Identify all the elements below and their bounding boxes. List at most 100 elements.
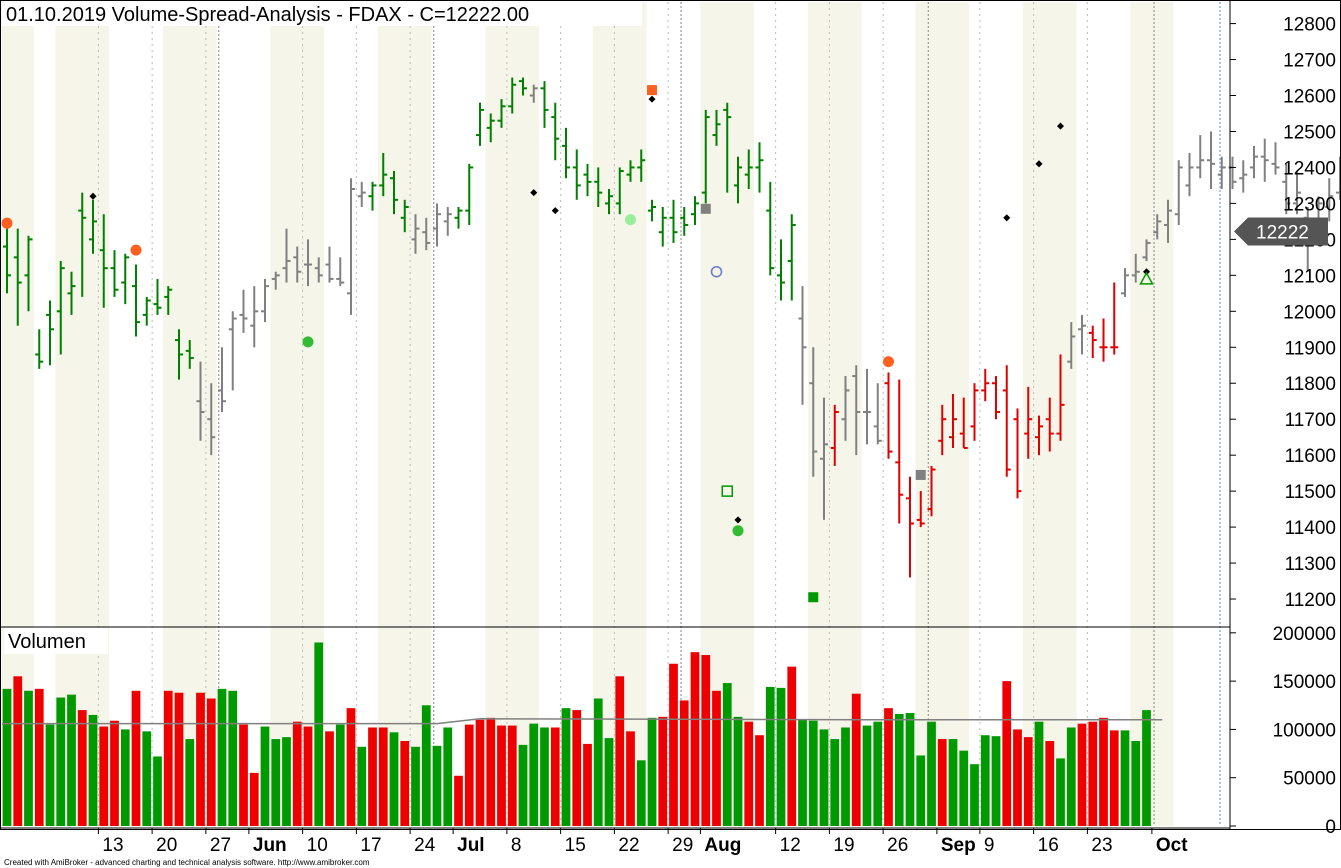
week-band-5 <box>485 2 540 826</box>
week-band-1 <box>55 2 110 826</box>
price-tick-label-14: 12600 <box>1283 87 1336 108</box>
footer-credit: Created with AmiBroker - advanced charti… <box>4 858 370 867</box>
price-bar-45 <box>486 113 495 143</box>
price-bar-23 <box>250 286 259 348</box>
price-bar-25 <box>271 271 280 290</box>
price-bar-44 <box>476 102 484 146</box>
volume-bar-85 <box>916 755 926 826</box>
price-bar-58 <box>626 160 635 182</box>
price-bar-116 <box>1250 145 1258 179</box>
price-tick-label-6: 11800 <box>1285 374 1336 395</box>
marker-square-16 <box>915 469 926 480</box>
marker-circle-1 <box>130 244 142 256</box>
volume-bar-75 <box>808 720 818 826</box>
price-bar-113 <box>1217 156 1226 190</box>
price-bar-49 <box>529 84 538 103</box>
chart-title: 01.10.2019 Volume-Spread-Analysis - FDAX… <box>6 4 529 26</box>
price-bar-42 <box>454 207 463 229</box>
price-bar-13 <box>142 296 151 326</box>
volume-bar-97 <box>1045 741 1055 826</box>
price-bar-119 <box>1282 163 1291 215</box>
volume-bar-59 <box>636 760 646 826</box>
price-bar-6 <box>67 271 76 315</box>
price-bar-29 <box>314 257 323 283</box>
price-bar-14 <box>153 278 162 315</box>
marker-circle-13 <box>732 525 744 537</box>
last-price-value: 12222 <box>1256 222 1309 243</box>
volume-bar-87 <box>937 739 947 826</box>
price-bar-43 <box>465 163 474 225</box>
price-bar-51 <box>551 102 560 161</box>
marker-circle-15 <box>883 356 894 368</box>
price-bar-34 <box>368 181 377 211</box>
price-tick-label-9: 12100 <box>1283 266 1336 287</box>
volume-bar-102 <box>1099 717 1108 826</box>
signal-markers <box>1 85 1154 603</box>
volume-bar-72 <box>776 687 786 826</box>
volume-bar-103 <box>1109 730 1119 826</box>
week-band-2 <box>162 2 217 826</box>
price-tick-label-7: 11900 <box>1285 338 1336 359</box>
volume-bar-106 <box>1142 710 1151 826</box>
price-bar-96 <box>1035 415 1043 456</box>
volume-bar-43 <box>464 724 474 826</box>
volume-bar-95 <box>1023 737 1033 826</box>
marker-open-triangle-21 <box>1139 271 1154 285</box>
price-bar-47 <box>508 77 517 114</box>
price-bar-56 <box>605 189 613 215</box>
price-bar-4 <box>46 300 54 366</box>
price-bar-7 <box>78 192 87 297</box>
x-tick-label-12: Aug <box>704 835 741 856</box>
volume-bar-73 <box>787 666 797 826</box>
x-tick-label-9: 15 <box>565 835 586 856</box>
price-bar-72 <box>777 239 785 301</box>
volume-bar-24 <box>260 726 270 826</box>
price-tick-label-4: 11600 <box>1285 446 1336 467</box>
volume-bar-63 <box>679 700 689 826</box>
price-bar-24 <box>261 278 269 323</box>
price-bar-21 <box>228 311 237 391</box>
price-bar-54 <box>583 163 592 197</box>
price-bar-75 <box>809 347 818 477</box>
price-bar-101 <box>1088 325 1097 359</box>
volume-bar-81 <box>873 721 883 826</box>
price-bar-64 <box>691 196 699 225</box>
volume-tick-label-4: 200000 <box>1273 624 1336 645</box>
price-bar-88 <box>949 394 957 448</box>
volume-bar-16 <box>174 692 184 826</box>
volume-bar-0 <box>2 688 12 826</box>
volume-bar-40 <box>432 745 442 826</box>
marker-diamond-4 <box>530 189 538 197</box>
volume-bar-44 <box>475 719 485 826</box>
price-bar-59 <box>637 149 646 182</box>
price-bar-27 <box>293 246 302 283</box>
volume-bar-38 <box>411 746 420 826</box>
x-tick-label-10: 22 <box>618 835 639 856</box>
volume-bar-101 <box>1088 721 1098 826</box>
price-bar-111 <box>1196 135 1205 179</box>
price-bar-9 <box>99 214 108 308</box>
volume-bar-8 <box>88 714 98 826</box>
x-tick-label-1: 20 <box>156 835 177 856</box>
volume-bar-34 <box>368 727 377 826</box>
price-bar-84 <box>906 476 914 578</box>
price-bar-120 <box>1293 171 1301 215</box>
price-bar-95 <box>1024 386 1033 459</box>
price-bar-109 <box>1174 160 1183 225</box>
volume-bar-23 <box>249 772 259 826</box>
volume-bar-36 <box>389 732 399 826</box>
week-bands <box>0 2 1230 826</box>
price-bar-8 <box>89 199 97 254</box>
price-bar-33 <box>357 181 366 208</box>
price-bar-94 <box>1013 408 1022 499</box>
marker-square-9 <box>700 203 711 214</box>
price-bar-63 <box>680 207 689 236</box>
price-bar-81 <box>873 383 882 445</box>
price-bar-3 <box>35 329 44 369</box>
price-bar-60 <box>648 199 656 222</box>
volume-bar-89 <box>959 750 969 826</box>
price-bar-108 <box>1164 199 1172 243</box>
marker-diamond-5 <box>551 207 559 215</box>
volume-bar-64 <box>690 652 700 826</box>
x-tick-label-4: 10 <box>307 835 328 856</box>
